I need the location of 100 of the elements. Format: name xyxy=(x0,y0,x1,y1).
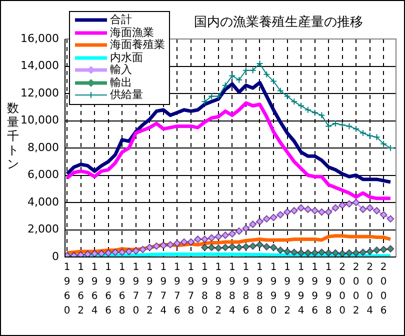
point xyxy=(249,66,256,74)
point xyxy=(270,244,278,252)
y-tick-label: 12,000 xyxy=(20,86,59,100)
point xyxy=(352,125,360,132)
point xyxy=(290,206,298,214)
y-tick-label: 8,000 xyxy=(28,140,59,154)
x-tick-label: 1 9 6 0 xyxy=(64,262,70,316)
point xyxy=(249,220,257,228)
point xyxy=(98,250,106,257)
x-tick-label: 1 9 7 6 xyxy=(174,262,180,316)
point xyxy=(304,106,312,114)
y-tick-label: 14,000 xyxy=(20,59,59,72)
point xyxy=(242,243,250,250)
point xyxy=(290,98,298,106)
point xyxy=(366,204,374,212)
legend-label: 輸入 xyxy=(110,63,132,76)
point xyxy=(152,242,160,250)
point xyxy=(146,244,154,252)
point xyxy=(290,248,298,256)
point xyxy=(242,66,250,74)
point xyxy=(332,204,340,212)
x-tick-label: 1 9 9 0 xyxy=(270,262,277,316)
point xyxy=(256,60,264,68)
point xyxy=(214,232,222,240)
point xyxy=(270,214,278,222)
point xyxy=(311,249,318,257)
point xyxy=(284,208,291,216)
point xyxy=(304,249,312,257)
x-tick-label: 1 9 6 2 xyxy=(78,262,84,316)
point xyxy=(284,92,291,100)
point xyxy=(366,248,374,256)
point xyxy=(284,248,291,256)
point xyxy=(338,202,346,209)
point xyxy=(380,246,388,254)
x-tick-label: 2 0 0 0 xyxy=(339,262,346,316)
y-tick-label: 4,000 xyxy=(28,195,59,208)
point xyxy=(298,102,305,110)
x-tick-label: 1 9 8 0 xyxy=(202,262,208,316)
x-tick-label: 1 9 6 6 xyxy=(105,262,112,316)
point xyxy=(194,236,202,243)
point xyxy=(346,249,353,257)
point xyxy=(90,250,98,257)
point xyxy=(373,134,380,141)
legend-label: 内水面 xyxy=(110,50,143,64)
point xyxy=(180,238,188,246)
point xyxy=(276,87,284,94)
x-tick-label: 1 9 8 2 xyxy=(215,262,222,316)
point xyxy=(236,76,243,84)
point xyxy=(318,248,326,256)
point xyxy=(318,112,326,119)
chart-title: 国内の漁業養殖生産量の推移 xyxy=(194,14,363,31)
point xyxy=(118,248,126,256)
point xyxy=(297,249,305,257)
point xyxy=(187,238,195,246)
point xyxy=(166,241,174,248)
x-tick-label: 1 9 7 4 xyxy=(160,262,167,316)
point xyxy=(373,206,380,214)
point xyxy=(270,78,278,85)
point xyxy=(242,224,250,232)
x-tick-label: 1 9 6 8 xyxy=(118,262,126,316)
x-tick-label: 1 9 9 4 xyxy=(298,262,304,316)
x-tick-label: 1 9 8 8 xyxy=(256,262,263,316)
point xyxy=(263,70,270,78)
point xyxy=(208,92,216,100)
x-tick-label: 2 0 0 6 xyxy=(380,262,387,316)
y-tick-label: 6,000 xyxy=(28,168,59,182)
point xyxy=(338,121,346,128)
point xyxy=(262,215,270,223)
point xyxy=(297,204,305,212)
point xyxy=(160,242,168,250)
legend-label: 海面養殖業 xyxy=(110,38,165,52)
point xyxy=(304,206,312,214)
legend-label: 海面漁業 xyxy=(110,26,154,38)
point xyxy=(84,250,92,257)
y-tick-label: 10,000 xyxy=(20,114,59,127)
x-tick-label: 1 9 9 2 xyxy=(284,262,290,316)
x-tick-label: 1 9 9 6 xyxy=(312,262,318,316)
point xyxy=(311,206,318,214)
point xyxy=(318,208,326,216)
point xyxy=(235,227,243,235)
point xyxy=(373,246,380,254)
x-tick-label: 1 9 7 8 xyxy=(188,262,194,316)
point xyxy=(208,244,216,252)
point xyxy=(346,122,353,130)
point xyxy=(200,236,208,243)
point xyxy=(139,246,146,254)
point xyxy=(332,120,339,127)
x-tick-label: 1 9 7 2 xyxy=(146,262,153,316)
point xyxy=(386,215,394,223)
point xyxy=(208,234,216,242)
y-tick-label: 0 xyxy=(52,250,59,263)
point xyxy=(380,211,388,218)
x-tick-label: 1 9 9 8 xyxy=(325,262,332,316)
point xyxy=(352,249,360,257)
point xyxy=(311,109,318,116)
point xyxy=(112,248,119,256)
x-tick-label: 1 9 8 6 xyxy=(242,262,250,316)
point xyxy=(222,232,230,239)
y-tick-label: 16,000 xyxy=(20,32,59,45)
point xyxy=(200,244,208,252)
